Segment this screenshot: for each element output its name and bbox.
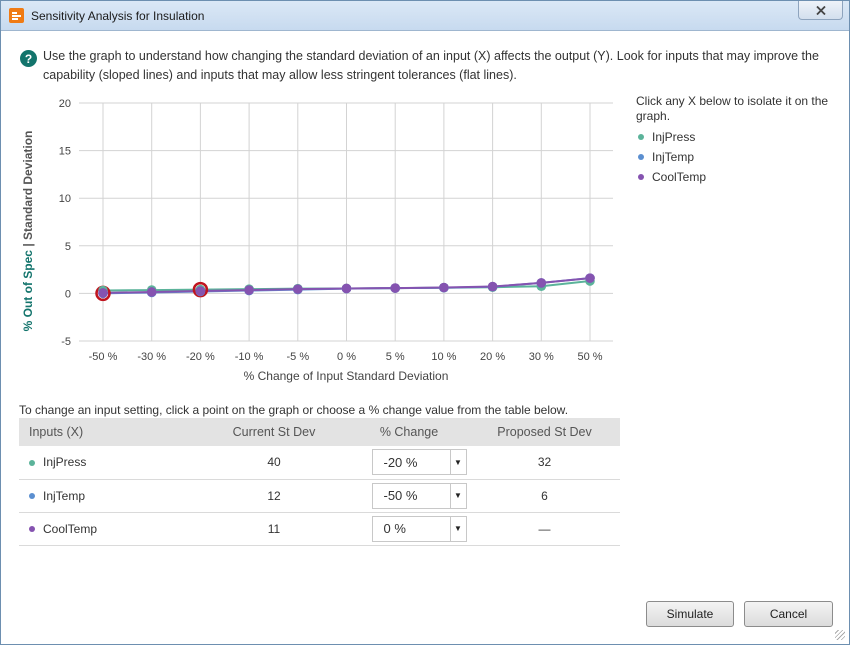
x-tick-label: 5 % [386,351,405,363]
row-dot [29,493,35,500]
help-icon[interactable]: ? [20,50,37,67]
row-proposed: 32 [469,446,620,480]
x-tick-label: 20 % [480,351,505,363]
column-header-current: Current St Dev [199,418,349,446]
instructions-text: Use the graph to understand how changing… [43,49,819,82]
data-point-cooltemp[interactable] [585,273,595,283]
change-value: 0 % [383,521,406,536]
dropdown-arrow-icon[interactable]: ▼ [449,450,466,475]
column-header-change: % Change [349,418,469,446]
table-row: InjTemp 12 -50 % ▼ 6 [19,479,620,513]
dropdown-arrow-icon[interactable]: ▼ [449,516,466,541]
row-current: 12 [199,479,349,513]
y-tick-label: 10 [59,193,71,205]
x-tick-label: 30 % [529,351,554,363]
title-bar: Sensitivity Analysis for Insulation [1,1,849,31]
window-title: Sensitivity Analysis for Insulation [31,9,205,23]
data-point-cooltemp[interactable] [244,285,254,295]
x-tick-label: -50 % [89,351,118,363]
legend-label: CoolTemp [652,170,707,184]
row-current: 11 [199,512,349,546]
close-icon [815,5,826,15]
change-dropdown[interactable]: -20 % ▼ [371,449,467,476]
x-tick-label: -20 % [186,351,215,363]
legend-label: InjPress [652,130,696,144]
chart-svg: 20 15 10 5 0 -5 -50 % -30 % -20 % -10 % -5 % 0 % 5 %… [21,98,613,383]
inputs-table: Inputs (X) Current St Dev % Change Propo… [19,418,620,546]
row-dot [29,460,35,467]
change-dropdown[interactable]: -50 % ▼ [371,482,467,509]
table-row: InjPress 40 -20 % ▼ 32 [19,446,620,480]
change-hint: To change an input setting, click a poin… [19,403,569,417]
data-point-cooltemp[interactable] [439,282,449,293]
x-tick-label: 0 % [337,351,356,363]
change-dropdown[interactable]: 0 % ▼ [371,515,467,542]
row-name: InjTemp [43,488,86,503]
data-point-cooltemp[interactable] [98,288,108,298]
legend-item-injtemp[interactable]: InjTemp [636,147,836,167]
simulate-button[interactable]: Simulate [646,601,734,627]
y-tick-label: -5 [61,336,71,348]
legend-item-cooltemp[interactable]: CoolTemp [636,167,836,187]
x-tick-label: -5 % [286,351,309,363]
row-name: InjPress [43,455,87,470]
close-button[interactable] [798,1,843,20]
y-tick-label: 20 [59,98,71,110]
x-tick-label: 50 % [577,351,602,363]
x-tick-label: 10 % [431,351,456,363]
x-tick-label: -10 % [235,351,264,363]
row-proposed: 6 [469,479,620,513]
column-header-inputs: Inputs (X) [19,418,199,446]
x-axis-label: % Change of Input Standard Deviation [244,369,449,383]
resize-grip[interactable] [835,630,845,640]
dropdown-arrow-icon[interactable]: ▼ [449,483,466,508]
data-point-cooltemp[interactable] [487,281,498,292]
y-tick-label: 15 [59,146,71,158]
table-row: CoolTemp 11 0 % ▼ — [19,512,620,546]
column-header-proposed: Proposed St Dev [469,418,620,446]
row-proposed: — [469,512,620,546]
y-tick-label: 5 [65,241,71,253]
chart-legend: Click any X below to isolate it on the g… [636,94,836,187]
cancel-button[interactable]: Cancel [744,601,833,627]
legend-label: InjTemp [652,150,695,164]
data-point-cooltemp[interactable] [146,287,157,297]
change-value: -50 % [383,488,418,503]
legend-item-injpress[interactable]: InjPress [636,127,836,147]
legend-dot [638,154,644,160]
data-point-cooltemp[interactable] [390,283,401,293]
row-name: CoolTemp [43,521,98,536]
y-tick-label: 0 [65,288,71,300]
y-axis-label: % Out of Spec | Standard Deviation [21,131,35,332]
legend-dot [638,174,644,180]
row-dot [29,526,35,533]
table-header-row: Inputs (X) Current St Dev % Change Propo… [19,418,620,446]
legend-intro: Click any X below to isolate it on the g… [636,94,829,123]
row-current: 40 [199,446,349,480]
data-point-cooltemp[interactable] [536,278,547,288]
data-point-cooltemp[interactable] [341,283,352,294]
app-icon [9,8,24,23]
sensitivity-chart: 20 15 10 5 0 -5 -50 % -30 % -20 % -10 % -5 % 0 % 5 %… [1,87,631,387]
x-tick-label: -30 % [137,351,166,363]
change-value: -20 % [383,454,418,470]
legend-dot [638,134,644,140]
data-point-cooltemp[interactable] [195,286,206,296]
data-point-cooltemp[interactable] [293,284,303,294]
